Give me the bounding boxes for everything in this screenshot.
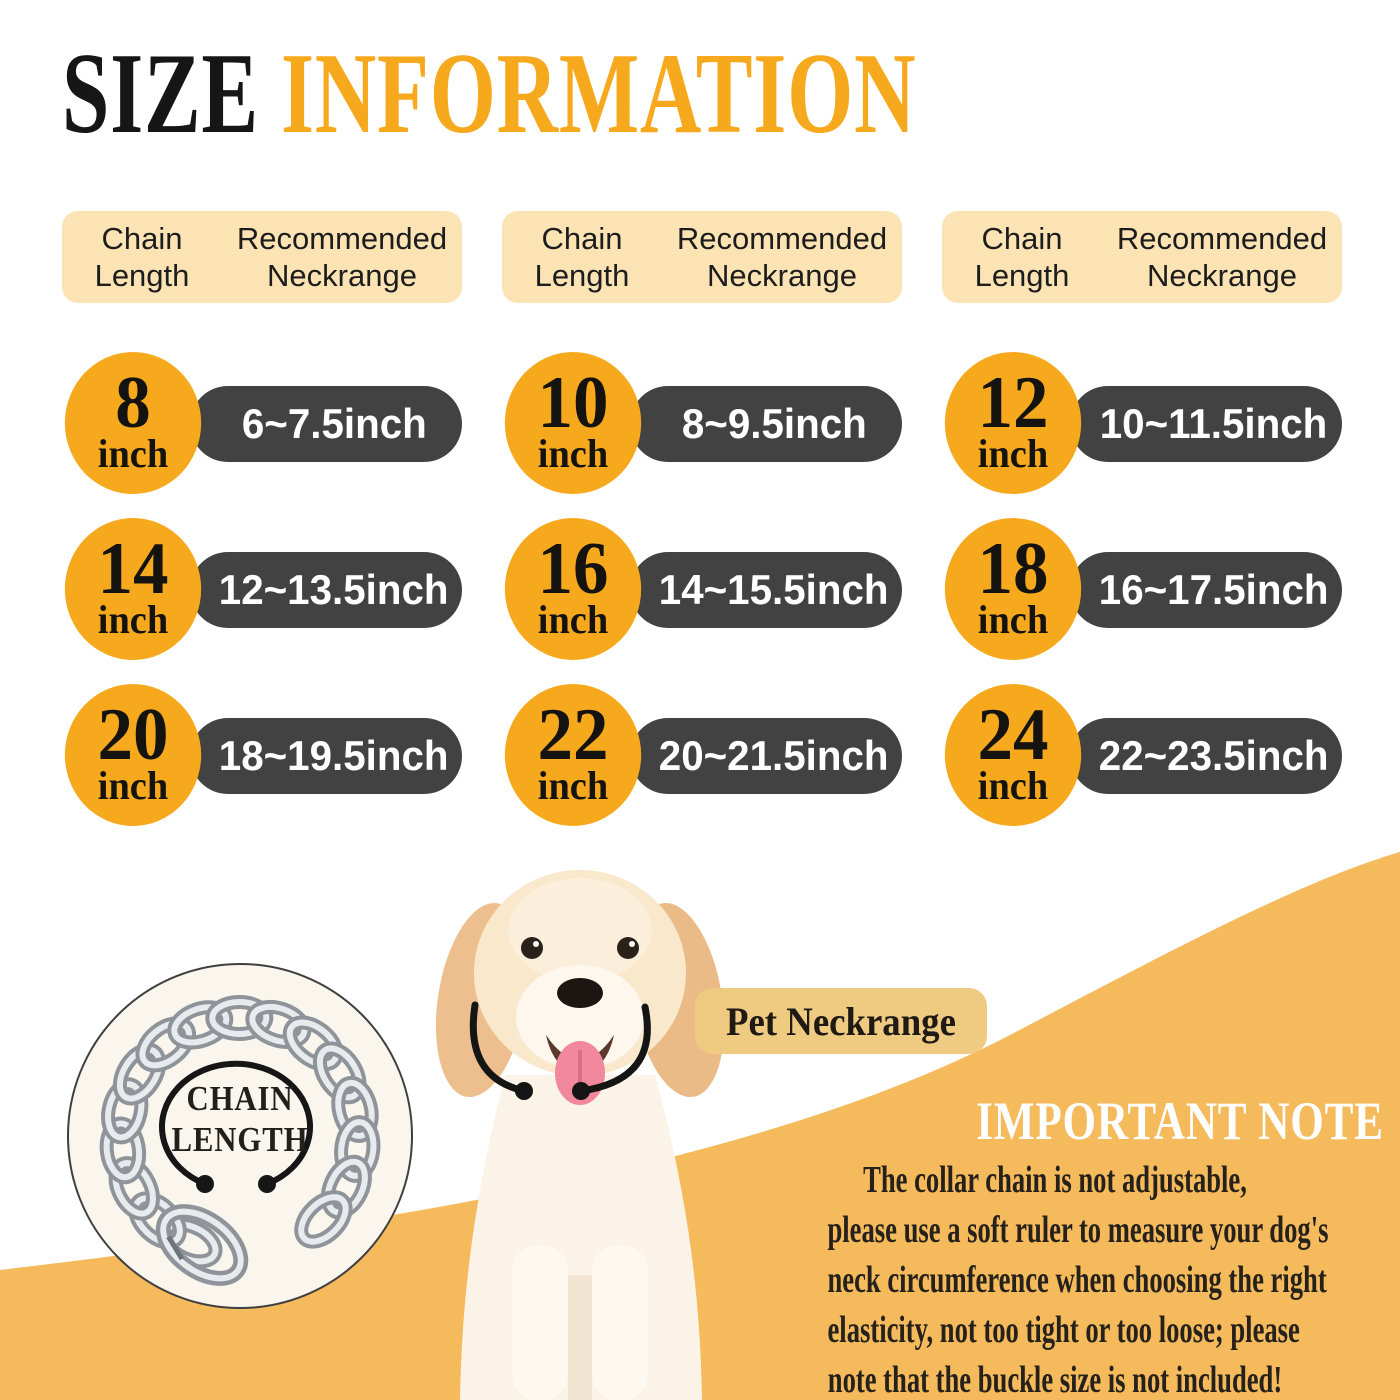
neckrange-pill: 6~7.5inch [190,386,462,462]
size-table: 6~7.5inch 8 inch 8~9.5inch 10 inch 10~11… [62,352,1342,828]
page-title: SIZE INFORMATION [62,36,916,151]
chain-length-badge: 24 inch [944,684,1082,826]
header-chain-label-line2: Length [94,258,190,293]
chain-length-badge: 22 inch [504,684,642,826]
note-line: note that the buckle size is not include… [827,1359,1283,1400]
neckrange-pill: 20~21.5inch [630,718,902,794]
title-word-size: SIZE [62,30,281,157]
size-row-16inch: 14~15.5inch 16 inch [502,518,902,662]
chain-length-badge: 12 inch [944,352,1082,494]
chain-length-badge: 20 inch [64,684,202,826]
note-line: elasticity, not too tight or too loose; … [827,1309,1300,1351]
neckrange-pill: 12~13.5inch [190,552,462,628]
chain-length-badge: 18 inch [944,518,1082,660]
column-header: Chain Length Recommended Neckrange [502,211,902,303]
important-note-title: IMPORTANT NOTE [976,1091,1384,1151]
table-header-row: Chain Length Recommended Neckrange Chain… [62,211,1342,303]
neckrange-pill: 8~9.5inch [630,386,902,462]
pet-neckrange-label: Pet Neckrange [695,988,987,1054]
size-row-10inch: 8~9.5inch 10 inch [502,352,902,496]
neckrange-pill: 16~17.5inch [1070,552,1342,628]
neckrange-pill: 18~19.5inch [190,718,462,794]
title-word-information: INFORMATION [280,30,917,157]
size-row-18inch: 16~17.5inch 18 inch [942,518,1342,662]
chain-length-badge: 16 inch [504,518,642,660]
chain-length-badge: 8 inch [64,352,202,494]
size-row-22inch: 20~21.5inch 22 inch [502,684,902,828]
neckrange-pill: 22~23.5inch [1070,718,1342,794]
chain-length-badge: 10 inch [504,352,642,494]
note-line: please use a soft ruler to measure your … [827,1209,1329,1251]
chain-length-diagram [67,963,413,1309]
header-chain-label-line1: Chain [101,221,183,256]
size-row-14inch: 12~13.5inch 14 inch [62,518,462,662]
size-row-20inch: 18~19.5inch 20 inch [62,684,462,828]
size-row-12inch: 10~11.5inch 12 inch [942,352,1342,496]
neckrange-pill: 14~15.5inch [630,552,902,628]
note-line: neck circumference when choosing the rig… [827,1259,1327,1301]
puppy-photo [435,870,725,1400]
header-neckrange-label-line2: Neckrange [267,258,417,293]
chain-length-caption: CHAIN LENGTH [171,1079,309,1159]
column-header: Chain Length Recommended Neckrange [62,211,462,303]
neckrange-pill: 10~11.5inch [1070,386,1342,462]
header-neckrange-label-line1: Recommended [236,221,448,256]
column-header: Chain Length Recommended Neckrange [942,211,1342,303]
important-note-body: The collar chain is not adjustable, plea… [730,1155,1380,1400]
size-row-8inch: 6~7.5inch 8 inch [62,352,462,496]
note-line: The collar chain is not adjustable, [863,1159,1247,1201]
chain-length-badge: 14 inch [64,518,202,660]
size-row-24inch: 22~23.5inch 24 inch [942,684,1342,828]
